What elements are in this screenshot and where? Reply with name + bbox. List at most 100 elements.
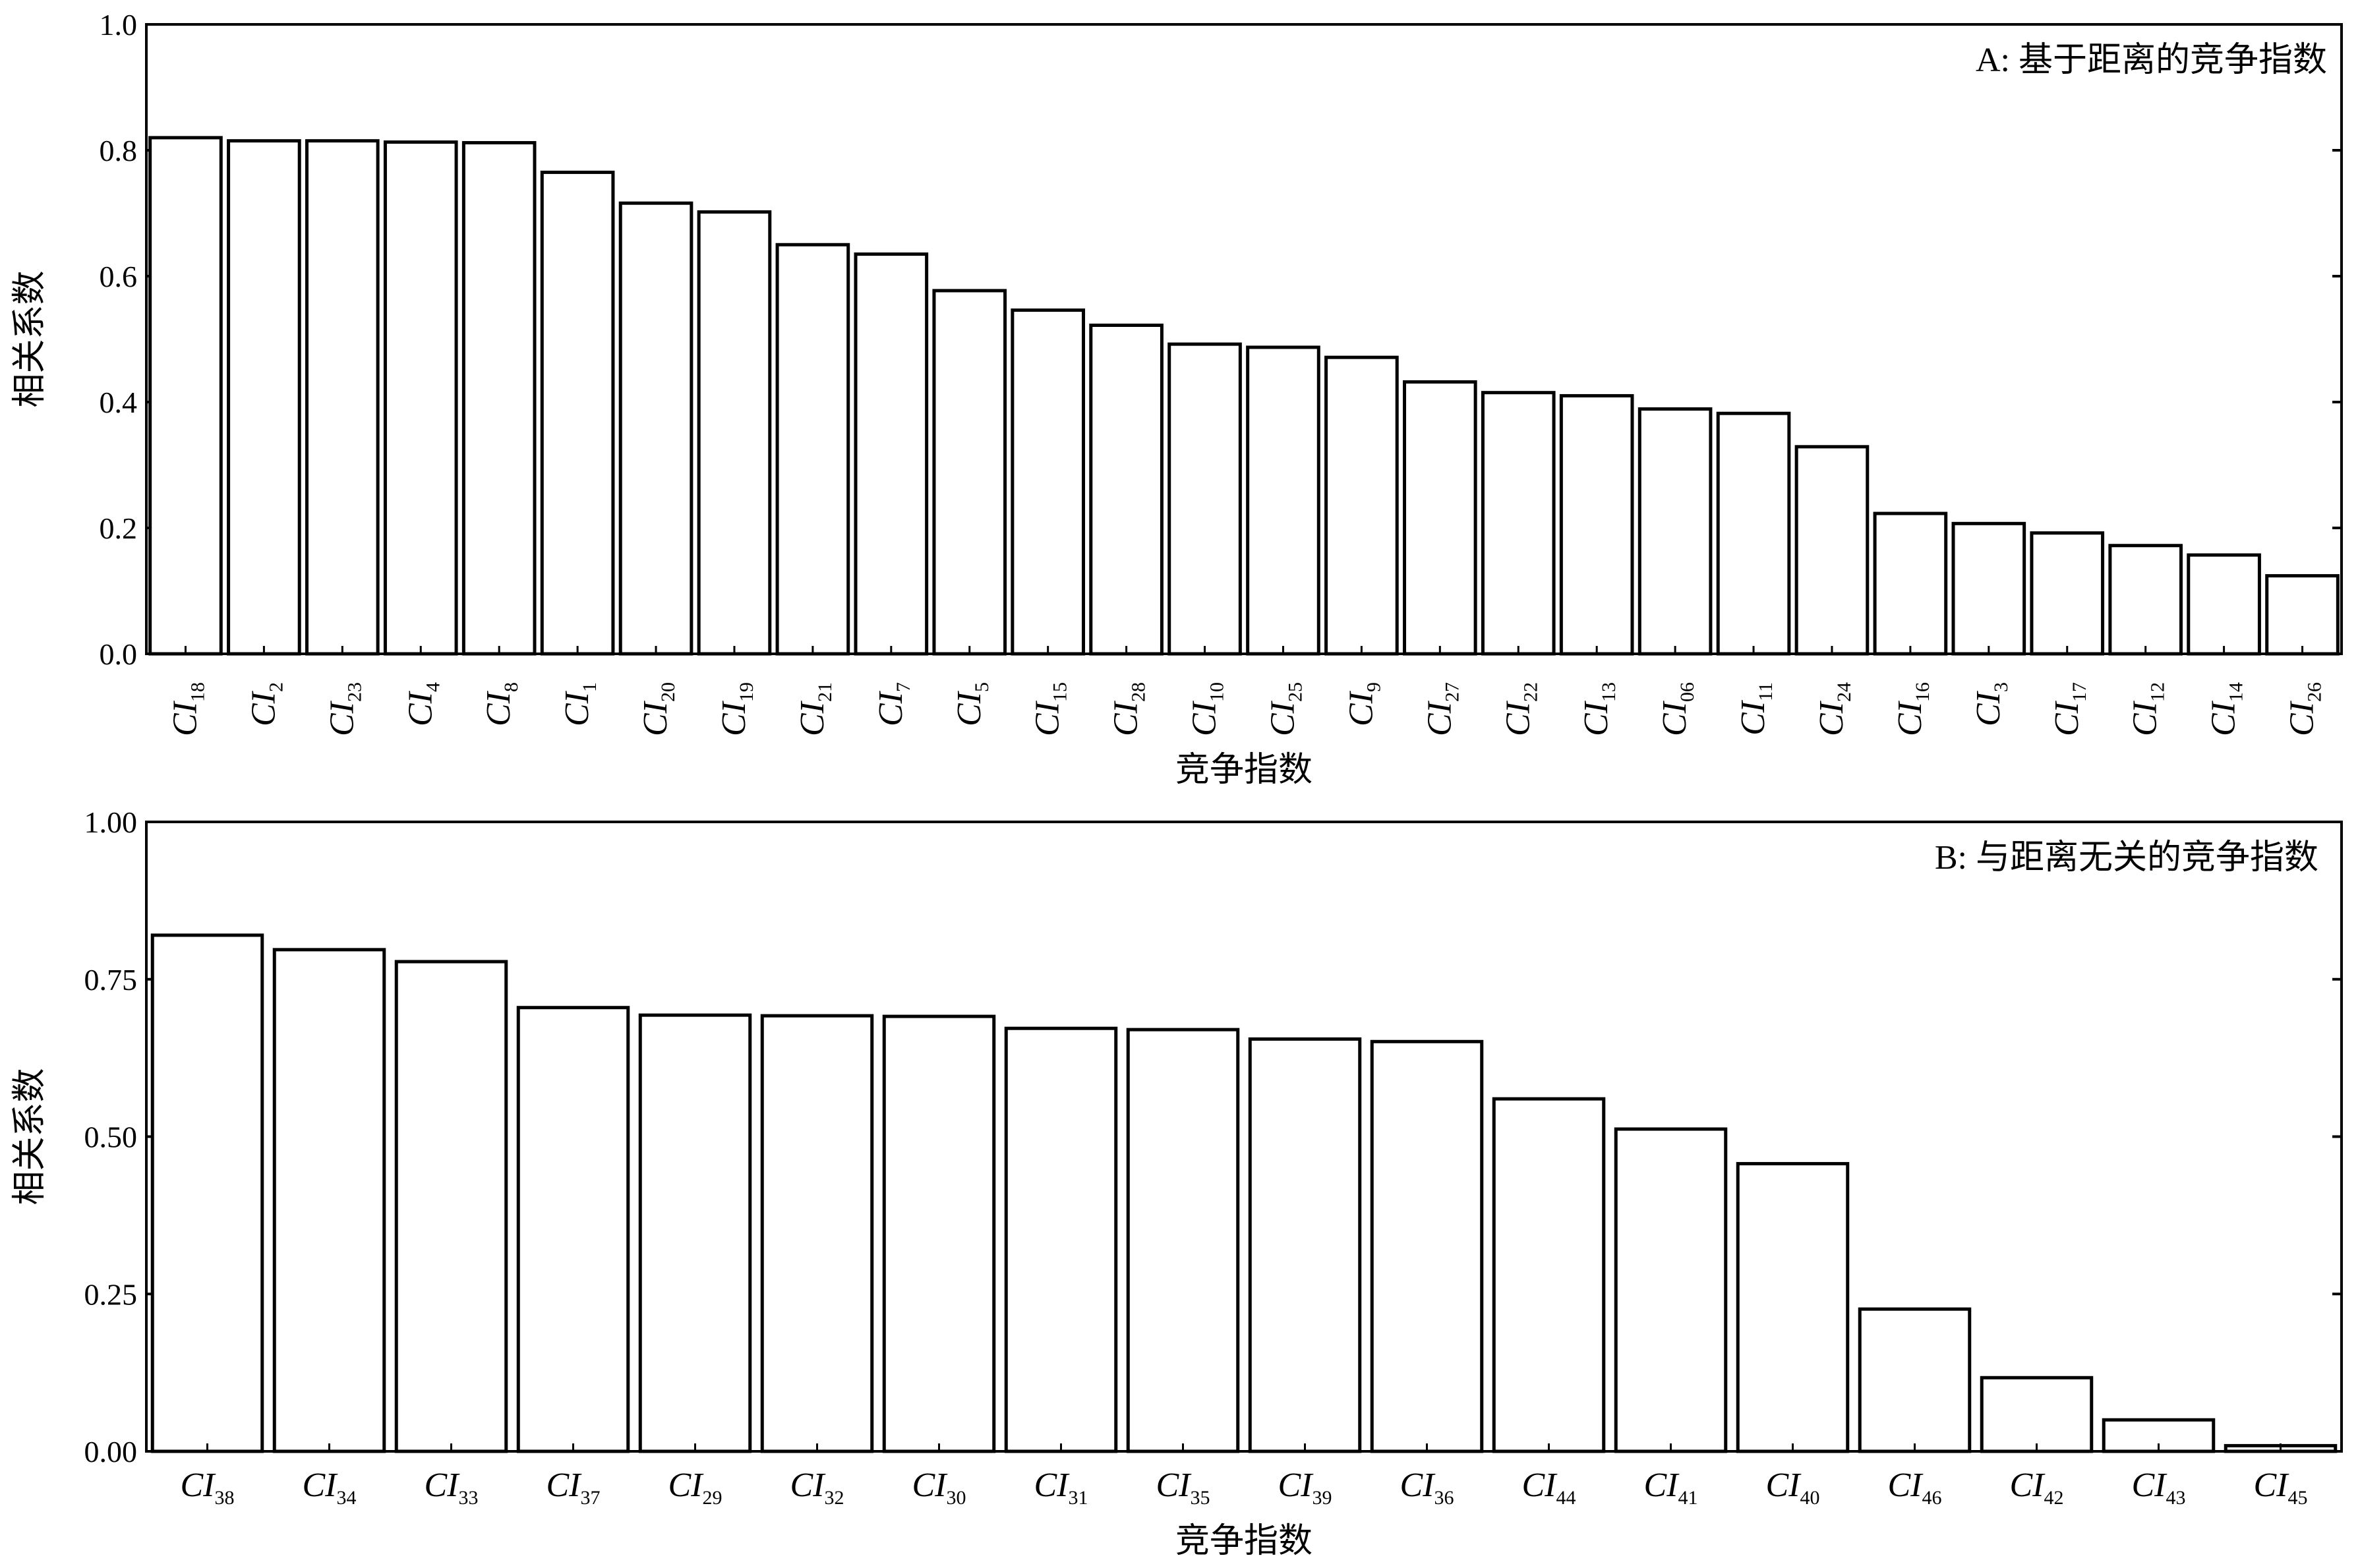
x-category-label: CI16 (1891, 682, 1933, 736)
y-tick-label: 1.00 (84, 805, 138, 839)
y-tick-label: 0.50 (84, 1120, 138, 1154)
x-category-label: CI27 (1421, 682, 1463, 736)
x-category-label: CI37 (546, 1466, 601, 1509)
bar (2030, 531, 2105, 656)
panel-title: B: 与距离无关的竞争指数 (1935, 839, 2318, 877)
x-category-label: CI4 (401, 682, 444, 726)
bar (1951, 521, 2026, 656)
x-category-label: CI14 (2205, 682, 2247, 736)
panel-title: A: 基于距离的竞争指数 (1976, 42, 2327, 79)
x-category-label: CI21 (794, 682, 836, 736)
panel-b-chart: 0.00 0.25 0.50 0.75 1.00 CI38 CI34 CI33 CI37 CI29… (11, 805, 2343, 1560)
x-category-label: CI13 (1578, 682, 1620, 736)
y-tick-label: 0.4 (100, 386, 138, 419)
x-category-label: CI7 (872, 682, 914, 726)
bar (1011, 308, 1085, 656)
bar (775, 243, 850, 656)
bar (1481, 391, 1556, 656)
bar (1794, 445, 1870, 656)
bar (2187, 553, 2261, 656)
y-tick-label: 1.0 (100, 8, 138, 42)
x-category-label: CI22 (1499, 682, 1541, 736)
x-category-label: CI31 (1034, 1466, 1088, 1509)
bar (638, 1013, 752, 1453)
x-category-label: CI38 (181, 1466, 235, 1509)
bar (1246, 345, 1320, 656)
panel-a-chart: 0.0 0.2 0.4 0.6 0.8 1.0 CI18 CI2 CI23 CI4 CI8 CI1 CI… (11, 8, 2343, 789)
bar (305, 139, 380, 656)
bar (697, 210, 772, 656)
y-tick-label: 0.75 (84, 963, 138, 997)
bar (383, 140, 458, 656)
bar (1980, 1376, 2094, 1453)
x-category-label: CI30 (912, 1466, 966, 1509)
x-category-label: CI25 (1264, 682, 1306, 736)
y-tick-label: 0.2 (100, 511, 138, 545)
x-category-label: CI26 (2284, 682, 2326, 736)
bar (1004, 1026, 1118, 1453)
x-category-label: CI28 (1107, 682, 1150, 736)
x-category-label: CI23 (323, 682, 365, 736)
bar (1716, 411, 1791, 656)
bar (760, 1014, 874, 1453)
bar (227, 139, 301, 656)
bar (1614, 1127, 1728, 1453)
x-category-label: CI10 (1186, 682, 1228, 736)
y-axis-title: 相关系数 (11, 270, 49, 407)
x-category-label: CI29 (668, 1466, 723, 1509)
y-tick-label: 0.25 (84, 1277, 138, 1311)
x-category-label: CI45 (2254, 1466, 2308, 1509)
bar (932, 289, 1007, 656)
x-category-label: CI9 (1342, 682, 1384, 726)
x-category-label: CI35 (1156, 1466, 1210, 1509)
x-category-label: CI17 (2048, 682, 2090, 736)
bar (1089, 323, 1164, 656)
bar (1126, 1028, 1240, 1453)
bar (148, 136, 223, 656)
bar (1637, 407, 1713, 656)
bar (618, 201, 693, 656)
x-category-label: CI46 (1888, 1466, 1942, 1509)
y-tick-label: 0.00 (84, 1435, 138, 1468)
x-category-label: CI39 (1278, 1466, 1332, 1509)
x-category-label: CI18 (166, 682, 208, 736)
bar (1736, 1162, 1850, 1453)
plot-frame (145, 23, 2343, 655)
x-category-label: CI19 (715, 682, 757, 736)
x-category-label: CI1 (558, 682, 601, 726)
x-category-label: CI5 (951, 682, 993, 726)
x-category-label: CI3 (1970, 682, 2012, 726)
bar (2265, 574, 2340, 656)
x-category-label: CI41 (1644, 1466, 1698, 1509)
bar (1492, 1097, 1606, 1453)
x-category-label: CI11 (1734, 682, 1777, 736)
bar (2108, 544, 2183, 656)
bar (1858, 1307, 1972, 1453)
bar (272, 948, 386, 1453)
bar (461, 141, 537, 656)
x-category-label: CI20 (637, 682, 679, 736)
x-category-label: CI24 (1813, 682, 1855, 736)
x-axis-title: 竞争指数 (1175, 1523, 1313, 1560)
bar (1324, 355, 1399, 656)
y-tick-label: 0.6 (100, 260, 138, 293)
x-category-label: CI36 (1400, 1466, 1454, 1509)
x-category-label: CI15 (1029, 682, 1071, 736)
x-category-label: CI8 (480, 682, 522, 726)
x-axis-title: 竞争指数 (1175, 751, 1313, 789)
bar (1559, 393, 1634, 656)
bar (516, 1006, 630, 1453)
x-category-label: CI06 (1656, 682, 1698, 736)
bar (540, 170, 615, 656)
x-category-label: CI44 (1522, 1466, 1576, 1509)
bar (394, 960, 508, 1453)
y-tick-label: 0.8 (100, 134, 138, 167)
y-tick-label: 0.0 (100, 637, 138, 671)
bar (854, 252, 929, 656)
x-category-label: CI43 (2132, 1466, 2186, 1509)
x-category-label: CI2 (245, 682, 287, 726)
bar (1873, 511, 1948, 656)
x-category-label: CI32 (790, 1466, 844, 1509)
x-category-label: CI33 (425, 1466, 479, 1509)
